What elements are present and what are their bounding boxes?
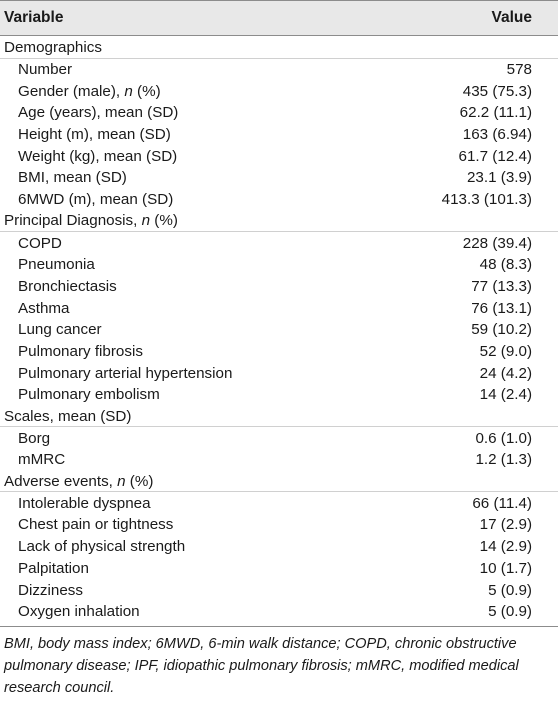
table-header: Variable Value	[0, 0, 558, 36]
table-row: Lung cancer 59 (10.2)	[0, 319, 558, 341]
row-value: 62.2 (11.1)	[459, 104, 532, 122]
row-label: mMRC	[18, 451, 66, 469]
row-label: Bronchiectasis	[18, 277, 117, 295]
row-value: 66 (11.4)	[472, 494, 532, 512]
table-row: Age (years), mean (SD) 62.2 (11.1)	[0, 102, 558, 124]
table-row: 6MWD (m), mean (SD) 413.3 (101.3)	[0, 189, 558, 211]
row-value: 14 (2.4)	[479, 386, 532, 404]
row-value: 17 (2.9)	[479, 516, 532, 534]
table-row: Intolerable dyspnea 66 (11.4)	[0, 492, 558, 514]
footnote-text: BMI, body mass index; 6MWD, 6-min walk d…	[4, 635, 519, 696]
row-label: Borg	[18, 429, 51, 447]
row-label: Number	[18, 61, 73, 79]
row-label: Palpitation	[18, 559, 89, 577]
row-label: BMI, mean (SD)	[18, 169, 127, 187]
row-value: 24 (4.2)	[479, 364, 532, 382]
row-label: Chest pain or tightness	[18, 516, 174, 534]
section-row: Scales, mean (SD)	[0, 406, 558, 428]
row-value: 228 (39.4)	[462, 234, 532, 252]
table-body: Demographics Number 578 Gender (male), n (%…	[0, 36, 558, 623]
row-value: 10 (1.7)	[479, 559, 532, 577]
table-row: Oxygen inhalation 5 (0.9)	[0, 601, 558, 623]
value-column-header: Value	[491, 9, 533, 26]
table-row: Pulmonary fibrosis 52 (9.0)	[0, 341, 558, 363]
row-label: Lung cancer	[18, 321, 102, 339]
row-value: 23.1 (3.9)	[466, 169, 532, 187]
row-value: 5 (0.9)	[488, 603, 532, 621]
section-label: Scales, mean (SD)	[4, 407, 132, 425]
table-row: Pulmonary arterial hypertension 24 (4.2)	[0, 362, 558, 384]
row-label: Pulmonary embolism	[18, 386, 160, 404]
row-value: 77 (13.3)	[471, 277, 532, 295]
row-value: 5 (0.9)	[488, 581, 532, 599]
table-row: BMI, mean (SD) 23.1 (3.9)	[0, 167, 558, 189]
table-row: Gender (male), n (%) 435 (75.3)	[0, 80, 558, 102]
table-row: Dizziness 5 (0.9)	[0, 579, 558, 601]
table-row: Asthma 76 (13.1)	[0, 297, 558, 319]
row-label: 6MWD (m), mean (SD)	[18, 191, 174, 209]
row-value: 578	[506, 61, 532, 79]
table-row: Bronchiectasis 77 (13.3)	[0, 276, 558, 298]
row-value: 61.7 (12.4)	[458, 147, 532, 165]
table-row: Palpitation 10 (1.7)	[0, 558, 558, 580]
row-value: 435 (75.3)	[462, 82, 532, 100]
variable-column-header: Variable	[4, 9, 64, 26]
row-label: Gender (male), n (%)	[18, 82, 161, 100]
row-label: Height (m), mean (SD)	[18, 126, 171, 144]
row-label: Oxygen inhalation	[18, 603, 140, 621]
section-row: Principal Diagnosis, n (%)	[0, 211, 558, 233]
row-value: 52 (9.0)	[479, 342, 532, 360]
row-label: Weight (kg), mean (SD)	[18, 147, 178, 165]
table-row: Weight (kg), mean (SD) 61.7 (12.4)	[0, 145, 558, 167]
section-label: Principal Diagnosis, n (%)	[4, 212, 178, 230]
table-row: COPD 228 (39.4)	[0, 232, 558, 254]
table-row: Borg 0.6 (1.0)	[0, 427, 558, 449]
row-value: 59 (10.2)	[471, 321, 532, 339]
table-row: Height (m), mean (SD) 163 (6.94)	[0, 124, 558, 146]
row-value: 14 (2.9)	[479, 538, 532, 556]
row-label: Asthma	[18, 299, 70, 317]
table-row: mMRC 1.2 (1.3)	[0, 449, 558, 471]
row-label: Pulmonary arterial hypertension	[18, 364, 233, 382]
section-row: Demographics	[0, 37, 558, 59]
table-row: Pneumonia 48 (8.3)	[0, 254, 558, 276]
row-label: Pneumonia	[18, 256, 95, 274]
table-row: Number 578	[0, 59, 558, 81]
row-value: 163 (6.94)	[462, 126, 532, 144]
section-row: Adverse events, n (%)	[0, 471, 558, 493]
section-label: Adverse events, n (%)	[4, 472, 154, 490]
table-row: Chest pain or tightness 17 (2.9)	[0, 514, 558, 536]
row-label: Lack of physical strength	[18, 538, 186, 556]
table-row: Lack of physical strength 14 (2.9)	[0, 536, 558, 558]
row-value: 413.3 (101.3)	[441, 191, 532, 209]
table-bottom-rule	[0, 625, 558, 627]
row-value: 1.2 (1.3)	[475, 451, 532, 469]
row-label: Age (years), mean (SD)	[18, 104, 179, 122]
row-value: 76 (13.1)	[471, 299, 532, 317]
row-label: Pulmonary fibrosis	[18, 342, 143, 360]
table-footnote: BMI, body mass index; 6MWD, 6-min walk d…	[0, 627, 558, 699]
table-row: Pulmonary embolism 14 (2.4)	[0, 384, 558, 406]
row-label: COPD	[18, 234, 62, 252]
row-value: 0.6 (1.0)	[475, 429, 532, 447]
row-label: Intolerable dyspnea	[18, 494, 151, 512]
row-value: 48 (8.3)	[479, 256, 532, 274]
section-label: Demographics	[4, 38, 102, 56]
row-label: Dizziness	[18, 581, 83, 599]
